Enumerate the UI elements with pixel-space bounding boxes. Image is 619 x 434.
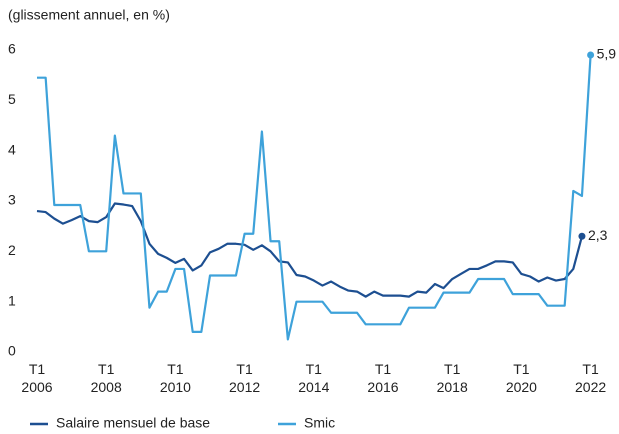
y-tick-label: 5 [8,91,16,107]
y-tick-label: 0 [8,343,16,359]
x-tick-label: T1 2006 [21,361,52,395]
end-label: 5,9 [597,46,617,62]
end-point [587,51,595,59]
x-tick-label: T1 2022 [575,361,606,395]
x-tick-label: T1 2016 [367,361,398,395]
series-line [37,54,592,341]
x-tick-label: T1 2020 [506,361,537,395]
x-tick-label: T1 2008 [91,361,122,395]
y-tick-label: 1 [8,292,16,308]
chart-title: (glissement annuel, en %) [8,7,170,23]
x-tick-label: T1 2018 [437,361,468,395]
x-tick-label: T1 2012 [229,361,260,395]
legend-label: Smic [304,415,335,431]
y-tick-label: 4 [8,141,16,157]
y-tick-label: 3 [8,192,16,208]
y-tick-label: 2 [8,242,16,258]
end-point [578,232,586,240]
x-tick-label: T1 2014 [298,361,329,395]
legend-label: Salaire mensuel de base [56,415,210,431]
x-tick-label: T1 2010 [160,361,191,395]
y-tick-label: 6 [8,41,16,57]
series-line [36,202,584,298]
end-label: 2,3 [588,227,608,243]
